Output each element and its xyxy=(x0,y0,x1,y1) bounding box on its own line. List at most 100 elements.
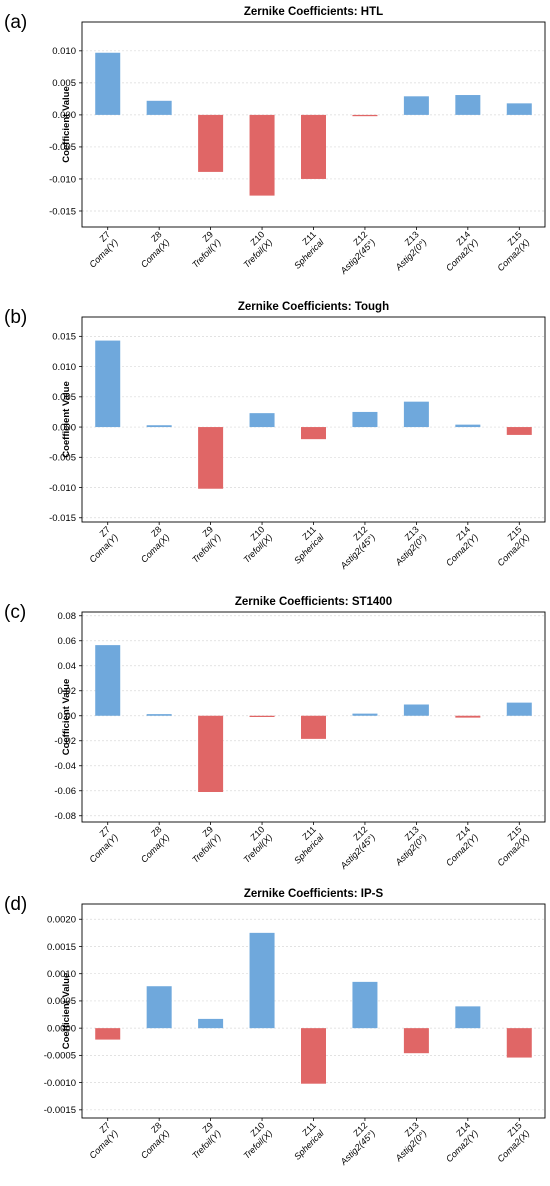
y-axis-label: Coefficient Value xyxy=(61,973,72,1050)
y-tick-label: -0.08 xyxy=(54,811,76,822)
y-tick-label: -0.04 xyxy=(54,761,76,772)
chart-title: Zernike Coefficients: IP-S xyxy=(244,888,384,900)
y-tick-label: -0.015 xyxy=(49,513,76,524)
y-tick-label: -0.005 xyxy=(49,453,76,464)
y-tick-label: -0.06 xyxy=(54,786,76,797)
bar-z8 xyxy=(146,714,172,716)
y-tick-label: 0.0010 xyxy=(47,969,76,980)
bar-z11 xyxy=(301,715,326,739)
bar-z13 xyxy=(403,1028,429,1054)
plot-frame xyxy=(81,316,546,523)
y-axis-label: Coefficient Value xyxy=(61,381,72,458)
bar-z7 xyxy=(95,1028,121,1040)
y-tick-label: 0.00 xyxy=(58,711,77,722)
bar-z14 xyxy=(455,1006,481,1029)
y-tick-label: 0.005 xyxy=(52,392,76,403)
bar-z15 xyxy=(506,1028,532,1058)
bar-z15 xyxy=(506,427,532,435)
bar-z8 xyxy=(146,425,172,428)
y-tick-label: 0.0020 xyxy=(47,915,76,926)
chart-title: Zernike Coefficients: HTL xyxy=(244,6,383,18)
y-tick-label: 0.000 xyxy=(52,422,76,433)
bar-z10 xyxy=(249,932,275,1029)
y-tick-label: 0.0015 xyxy=(47,942,76,953)
y-tick-label: -0.010 xyxy=(49,174,76,185)
bar-z14 xyxy=(455,424,481,428)
bar-z7 xyxy=(95,645,121,716)
y-tick-label: -0.02 xyxy=(54,736,76,747)
y-tick-label: 0.000 xyxy=(52,110,76,121)
y-tick-label: 0.010 xyxy=(52,362,76,373)
y-tick-label: 0.005 xyxy=(52,78,76,89)
bar-z15 xyxy=(506,702,532,716)
bar-z11 xyxy=(301,1028,326,1084)
bar-z12 xyxy=(352,981,378,1029)
bar-z14 xyxy=(455,95,481,115)
y-tick-label: 0.08 xyxy=(58,611,77,622)
y-tick-label: 0.015 xyxy=(52,332,76,343)
bar-z8 xyxy=(146,100,172,115)
bar-z14 xyxy=(455,715,481,718)
bar-z8 xyxy=(146,986,172,1029)
bar-z13 xyxy=(403,401,429,428)
y-tick-label: -0.0015 xyxy=(44,1105,76,1116)
chart-panel-2: (c) Zernike Coefficients: ST1400 0.08 0.06 0… xyxy=(4,596,546,871)
y-tick-label: -0.0010 xyxy=(44,1078,76,1089)
y-tick-label: -0.005 xyxy=(49,142,76,153)
bar-z12 xyxy=(352,713,378,716)
y-tick-label: 0.02 xyxy=(58,686,77,697)
bar-z13 xyxy=(403,96,429,115)
bar-z13 xyxy=(403,704,429,716)
bar-z9 xyxy=(198,114,224,172)
y-tick-label: -0.015 xyxy=(49,206,76,217)
chart-panel-3: (d) Zernike Coefficients: IP-S 0.0020 0.001… xyxy=(4,888,546,1167)
y-tick-label: 0.06 xyxy=(58,636,77,647)
panel-label: (c) xyxy=(4,602,26,623)
y-tick-label: 0.04 xyxy=(58,661,77,672)
y-axis-label: Coefficient Value xyxy=(61,86,72,163)
panel-label: (a) xyxy=(4,12,27,33)
bar-z12 xyxy=(352,411,378,428)
chart-title: Zernike Coefficients: ST1400 xyxy=(235,596,392,608)
bar-z9 xyxy=(198,715,224,792)
y-tick-label: -0.0005 xyxy=(44,1051,76,1062)
bar-z7 xyxy=(95,340,121,428)
y-tick-label: -0.010 xyxy=(49,483,76,494)
y-tick-label: 0.010 xyxy=(52,46,76,57)
y-tick-label: 0.0005 xyxy=(47,996,76,1007)
